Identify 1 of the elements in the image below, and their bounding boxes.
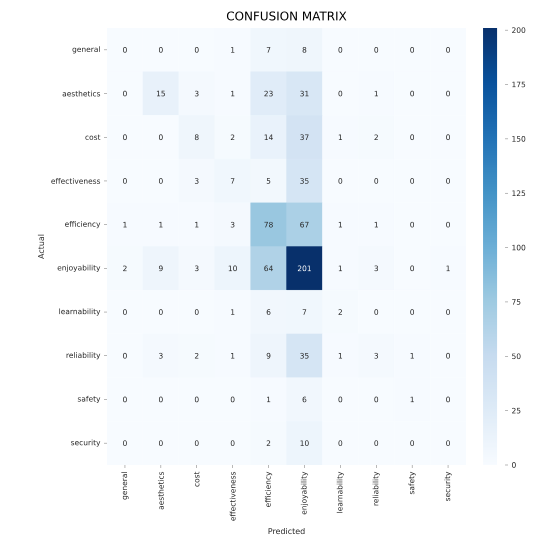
chart-title: CONFUSION MATRIX (226, 11, 346, 20)
